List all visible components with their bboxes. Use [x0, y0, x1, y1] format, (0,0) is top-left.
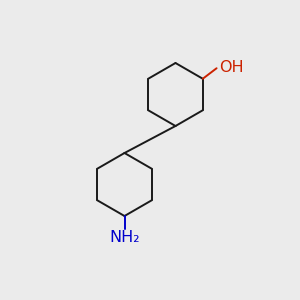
Text: OH: OH: [219, 60, 244, 75]
Text: NH₂: NH₂: [109, 230, 140, 245]
